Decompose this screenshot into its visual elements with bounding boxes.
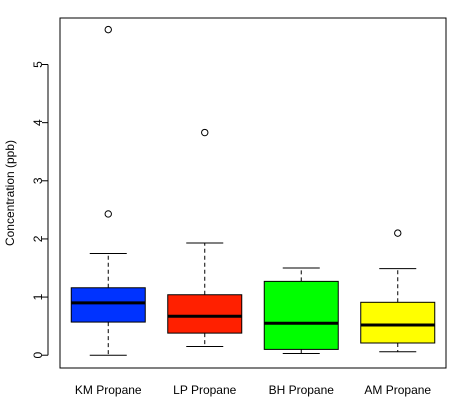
y-tick-label: 0: [31, 352, 45, 359]
x-tick-label: BH Propane: [269, 383, 335, 397]
outlier-point: [201, 128, 209, 137]
y-tick-label: 3: [31, 177, 45, 184]
outlier-point: [104, 25, 112, 34]
box-iqr: [263, 280, 339, 350]
plot-frame: [59, 17, 447, 369]
outlier-point: [394, 229, 402, 237]
box-iqr: [167, 294, 243, 334]
y-axis-label: Concentration (ppb): [3, 140, 17, 246]
outlier-point: [104, 210, 112, 218]
box-group: [167, 128, 243, 347]
y-tick-label: 5: [31, 61, 45, 68]
x-tick-label: KM Propane: [75, 383, 142, 397]
box-group: [360, 229, 436, 353]
box-group: [263, 267, 339, 354]
boxes-layer: [70, 25, 436, 356]
y-axis: 0 1 2 3 4 5: [31, 61, 49, 359]
box-group: [70, 25, 146, 356]
x-axis-labels: KM Propane LP Propane BH Propane AM Propane: [75, 383, 432, 397]
box-iqr: [360, 301, 436, 344]
y-tick-label: 2: [31, 235, 45, 242]
box-iqr: [70, 287, 146, 323]
y-tick-label: 1: [31, 293, 45, 300]
y-tick-label: 4: [31, 119, 45, 126]
x-tick-label: LP Propane: [173, 383, 236, 397]
x-tick-label: AM Propane: [364, 383, 431, 397]
